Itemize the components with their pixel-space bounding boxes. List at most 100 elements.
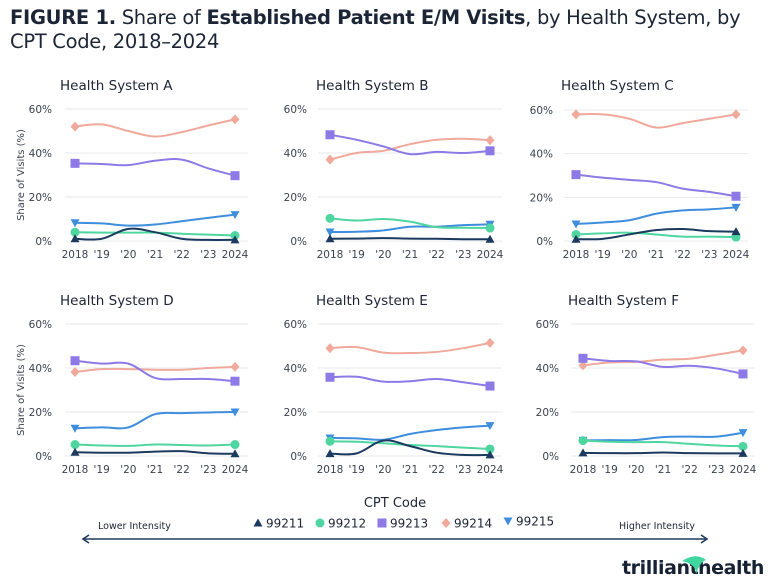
data-point-99212-end: [230, 440, 240, 450]
panel-f: Health System F 0% 20% 40% 60% 2018 '19 '20 '21 '…: [536, 293, 757, 476]
x-tick-label: 2018: [317, 249, 344, 261]
legend-item-99213: 99213: [377, 517, 428, 531]
data-point-99212-start: [70, 227, 80, 237]
y-tick-label: 60%: [284, 104, 307, 116]
legend-item-99214: 99214: [441, 517, 492, 531]
panel-d: Health System D 0% 20% 40% 60% 2018 '19 '20 '21 '…: [16, 293, 249, 476]
x-tick-label: '23: [708, 464, 724, 476]
legend-label: 99213: [390, 517, 428, 531]
legend-label: 99211: [266, 517, 304, 531]
series-99214: [70, 114, 240, 138]
y-tick-label: 0%: [35, 451, 52, 463]
x-tick-label: 2024: [477, 464, 504, 476]
data-point-99211-end: [485, 450, 495, 459]
data-point-99213-end: [230, 171, 240, 181]
series-99211: [325, 439, 495, 459]
arrow-right-icon: [700, 534, 709, 544]
data-point-99213-start: [325, 372, 335, 382]
higher-intensity-label: Higher Intensity: [619, 521, 695, 532]
series-line-99214: [74, 365, 236, 373]
y-tick-label: 20%: [29, 192, 52, 204]
x-tick-label: '21: [402, 464, 418, 476]
x-tick-label: 2024: [723, 249, 750, 261]
y-tick-label: 20%: [284, 192, 307, 204]
x-tick-label: '21: [648, 249, 664, 261]
series-line-99211: [575, 227, 737, 241]
data-point-99213-end: [485, 146, 495, 156]
x-tick-label: '23: [455, 249, 471, 261]
series-line-99211: [74, 227, 236, 241]
panel-title: Health System D: [60, 293, 174, 309]
x-tick-label: 2018: [563, 249, 590, 261]
x-tick-label: '22: [682, 464, 698, 476]
y-tick-label: 0%: [542, 451, 559, 463]
legend-marker-circle-icon: [315, 518, 325, 528]
series-line-99211: [329, 237, 491, 241]
y-tick-label: 60%: [29, 319, 52, 331]
x-tick-label: '21: [147, 464, 163, 476]
data-point-99215-end: [230, 211, 240, 220]
x-tick-label: '20: [375, 249, 391, 261]
series-99211: [70, 447, 240, 458]
x-tick-label: '22: [174, 249, 190, 261]
x-tick-label: 2018: [62, 249, 89, 261]
data-point-99214-start: [325, 343, 335, 354]
data-point-99211-start: [325, 234, 335, 243]
series-99211: [325, 234, 495, 243]
panel-title: Health System A: [60, 78, 173, 94]
data-point-99214-end: [485, 135, 495, 146]
legend-item-99215: 99215: [503, 515, 554, 529]
trilliant-health-logo: trilliant health: [622, 556, 764, 579]
y-tick-label: 20%: [530, 192, 553, 204]
y-tick-label: 0%: [290, 451, 307, 463]
data-point-99214-start: [70, 366, 80, 377]
data-point-99214-start: [325, 154, 335, 165]
series-99213: [70, 158, 240, 181]
data-point-99214-start: [578, 360, 588, 371]
series-99213: [578, 353, 748, 379]
x-tick-label: '20: [628, 464, 644, 476]
series-99215: [571, 203, 741, 229]
legend-title: CPT Code: [364, 496, 426, 511]
data-point-99215-end: [731, 203, 741, 212]
data-point-99213-start: [325, 130, 335, 140]
data-point-99212-start: [325, 436, 335, 446]
y-tick-label: 0%: [290, 236, 307, 248]
series-line-99214: [74, 118, 236, 138]
y-tick-label: 20%: [536, 407, 559, 419]
x-tick-label: 2024: [730, 464, 757, 476]
series-line-99215: [74, 213, 236, 227]
data-point-99213-start: [578, 353, 588, 363]
series-line-99211: [329, 439, 491, 457]
series-99215: [70, 211, 240, 228]
data-point-99215-end: [230, 408, 240, 417]
x-tick-label: '22: [174, 464, 190, 476]
series-line-99213: [74, 359, 236, 383]
x-tick-label: '22: [675, 249, 691, 261]
y-tick-label: 60%: [29, 104, 52, 116]
data-point-99212-start: [571, 229, 581, 239]
data-point-99211-end: [485, 234, 495, 243]
x-tick-label: '20: [120, 249, 136, 261]
series-line-99212: [329, 217, 491, 230]
series-line-99213: [74, 158, 236, 177]
data-point-99213-start: [70, 356, 80, 366]
y-tick-label: 20%: [284, 407, 307, 419]
series-line-99215: [329, 223, 491, 233]
series-line-99215: [575, 206, 737, 225]
series-99214: [325, 337, 495, 355]
series-99212: [325, 213, 495, 233]
series-line-99211: [74, 450, 236, 455]
series-99213: [325, 130, 495, 156]
figure-title: FIGURE 1. Share of Established Patient E…: [10, 6, 770, 54]
x-tick-label: '23: [200, 249, 216, 261]
data-point-99213-start: [571, 170, 581, 180]
y-tick-label: 60%: [530, 105, 553, 117]
data-point-99213-end: [230, 376, 240, 386]
legend-marker-triangle-down-icon: [503, 517, 513, 526]
y-tick-label: 40%: [284, 148, 307, 160]
y-tick-label: 60%: [284, 319, 307, 331]
data-point-99214-start: [70, 121, 80, 132]
series-99212: [70, 440, 240, 450]
